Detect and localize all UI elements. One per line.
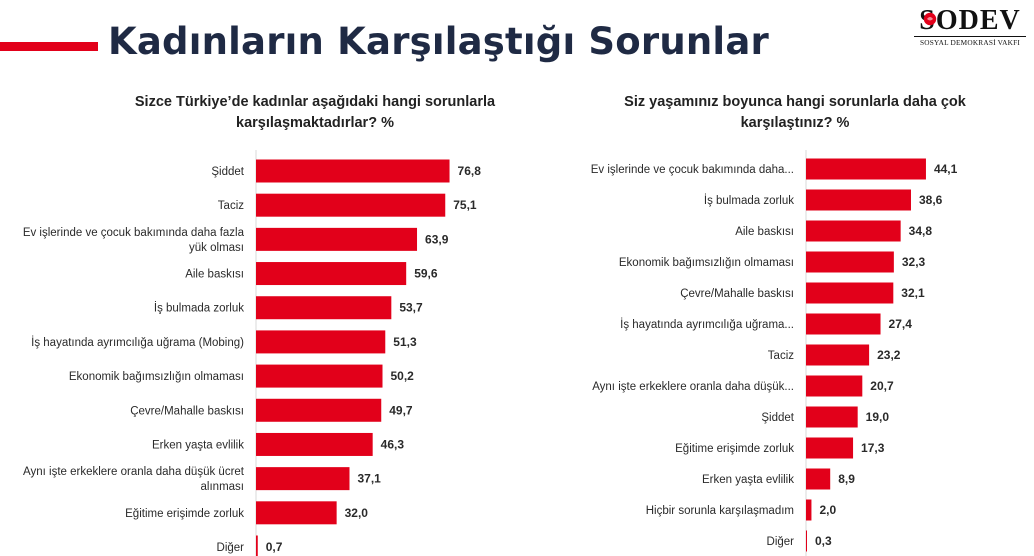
sodev-logo: SODEV SOSYAL DEMOKRASİ VAKFI [912, 6, 1028, 52]
category-label: Diğer [767, 536, 795, 548]
rose-icon [923, 12, 937, 26]
data-label: 8,9 [838, 472, 855, 486]
category-label: İş hayatında ayrımcılığa uğrama (Mobing) [31, 336, 244, 349]
bar [806, 468, 831, 490]
category-label: Ev işlerinde ve çocuk bakımında daha... [591, 164, 794, 176]
data-label: 32,1 [901, 286, 925, 300]
category-label: Hiçbir sorunla karşılaşmadım [646, 505, 794, 517]
category-label: Ekonomik bağımsızlığın olmaması [69, 371, 244, 383]
data-label: 23,2 [877, 348, 901, 362]
category-label: Şiddet [211, 166, 244, 178]
left-chart-title: Sizce Türkiye’de kadınlar aşağıdaki hang… [134, 94, 496, 131]
category-label: Aile baskısı [735, 226, 794, 238]
data-label: 27,4 [889, 317, 913, 331]
category-label: Aynı işte erkeklere oranla daha düşük... [592, 381, 794, 393]
bar [256, 364, 383, 388]
bar [806, 313, 881, 335]
category-label: Aynı işte erkeklere oranla daha düşük üc… [23, 466, 245, 478]
bar [806, 530, 807, 552]
data-label: 76,8 [458, 164, 482, 178]
bar [806, 220, 901, 242]
category-label: Diğer [217, 542, 245, 554]
bar [256, 330, 386, 354]
category-label: İş hayatında ayrımcılığa uğrama... [620, 318, 794, 331]
category-label: yük olması [189, 242, 244, 254]
data-label: 0,3 [815, 534, 832, 548]
category-label: Taciz [218, 200, 244, 212]
bar [806, 158, 926, 180]
category-label: Ev işlerinde ve çocuk bakımında daha faz… [23, 227, 245, 239]
bar [256, 227, 418, 251]
data-label: 46,3 [381, 437, 405, 451]
data-label: 0,7 [266, 540, 283, 554]
bar [256, 535, 258, 556]
left-bar-chart: 76,8 Şiddet 75,1 Taciz 63,9 Ev işlerinde ve ç… [23, 150, 482, 556]
bar [256, 501, 337, 525]
bar [806, 406, 858, 428]
category-label: Aile baskısı [185, 269, 244, 281]
category-label: Erken yaşta evlilik [702, 474, 794, 486]
bar [806, 282, 894, 304]
data-label: 20,7 [870, 379, 894, 393]
bar [256, 432, 373, 456]
category-label: alınması [201, 481, 244, 493]
data-label: 49,7 [389, 403, 413, 417]
category-label: Çevre/Mahalle baskısı [680, 288, 794, 300]
bar [256, 262, 407, 286]
bar [806, 437, 854, 459]
bar [256, 159, 450, 183]
bar [806, 189, 911, 211]
bar [256, 398, 382, 422]
data-label: 2,0 [819, 503, 836, 517]
category-label: Eğitime erişimde zorluk [125, 508, 244, 520]
bar [806, 499, 812, 521]
category-label: Eğitime erişimde zorluk [675, 443, 794, 455]
data-label: 44,1 [934, 162, 958, 176]
data-label: 32,3 [902, 255, 926, 269]
bar [256, 467, 350, 491]
bar [806, 251, 894, 273]
category-label: Erken yaşta evlilik [152, 439, 244, 451]
data-label: 50,2 [391, 369, 415, 383]
data-label: 38,6 [919, 193, 943, 207]
bar [256, 296, 392, 320]
bar [806, 344, 870, 366]
right-chart-title: Siz yaşamınız boyunca hangi sorunlarla d… [624, 94, 966, 131]
data-label: 75,1 [453, 198, 477, 212]
title-accent-bar [0, 42, 98, 51]
logo-subtitle: SOSYAL DEMOKRASİ VAKFI [914, 36, 1026, 47]
data-label: 53,7 [399, 301, 423, 315]
category-label: Çevre/Mahalle baskısı [130, 405, 244, 417]
data-label: 32,0 [345, 506, 369, 520]
data-label: 19,0 [866, 410, 890, 424]
data-label: 51,3 [393, 335, 417, 349]
right-bar-chart: 44,1 Ev işlerinde ve çocuk bakımında daha… [591, 150, 958, 556]
data-label: 34,8 [909, 224, 933, 238]
data-label: 59,6 [414, 267, 438, 281]
category-label: İş bulmada zorluk [704, 194, 794, 207]
bar [256, 193, 446, 217]
page-title: Kadınların Karşılaştığı Sorunlar [108, 20, 769, 63]
category-label: İş bulmada zorluk [154, 302, 244, 315]
bar [806, 375, 863, 397]
category-label: Taciz [768, 350, 794, 362]
data-label: 63,9 [425, 232, 449, 246]
category-label: Ekonomik bağımsızlığın olmaması [619, 257, 794, 269]
data-label: 37,1 [357, 472, 381, 486]
data-label: 17,3 [861, 441, 885, 455]
category-label: Şiddet [761, 412, 794, 424]
